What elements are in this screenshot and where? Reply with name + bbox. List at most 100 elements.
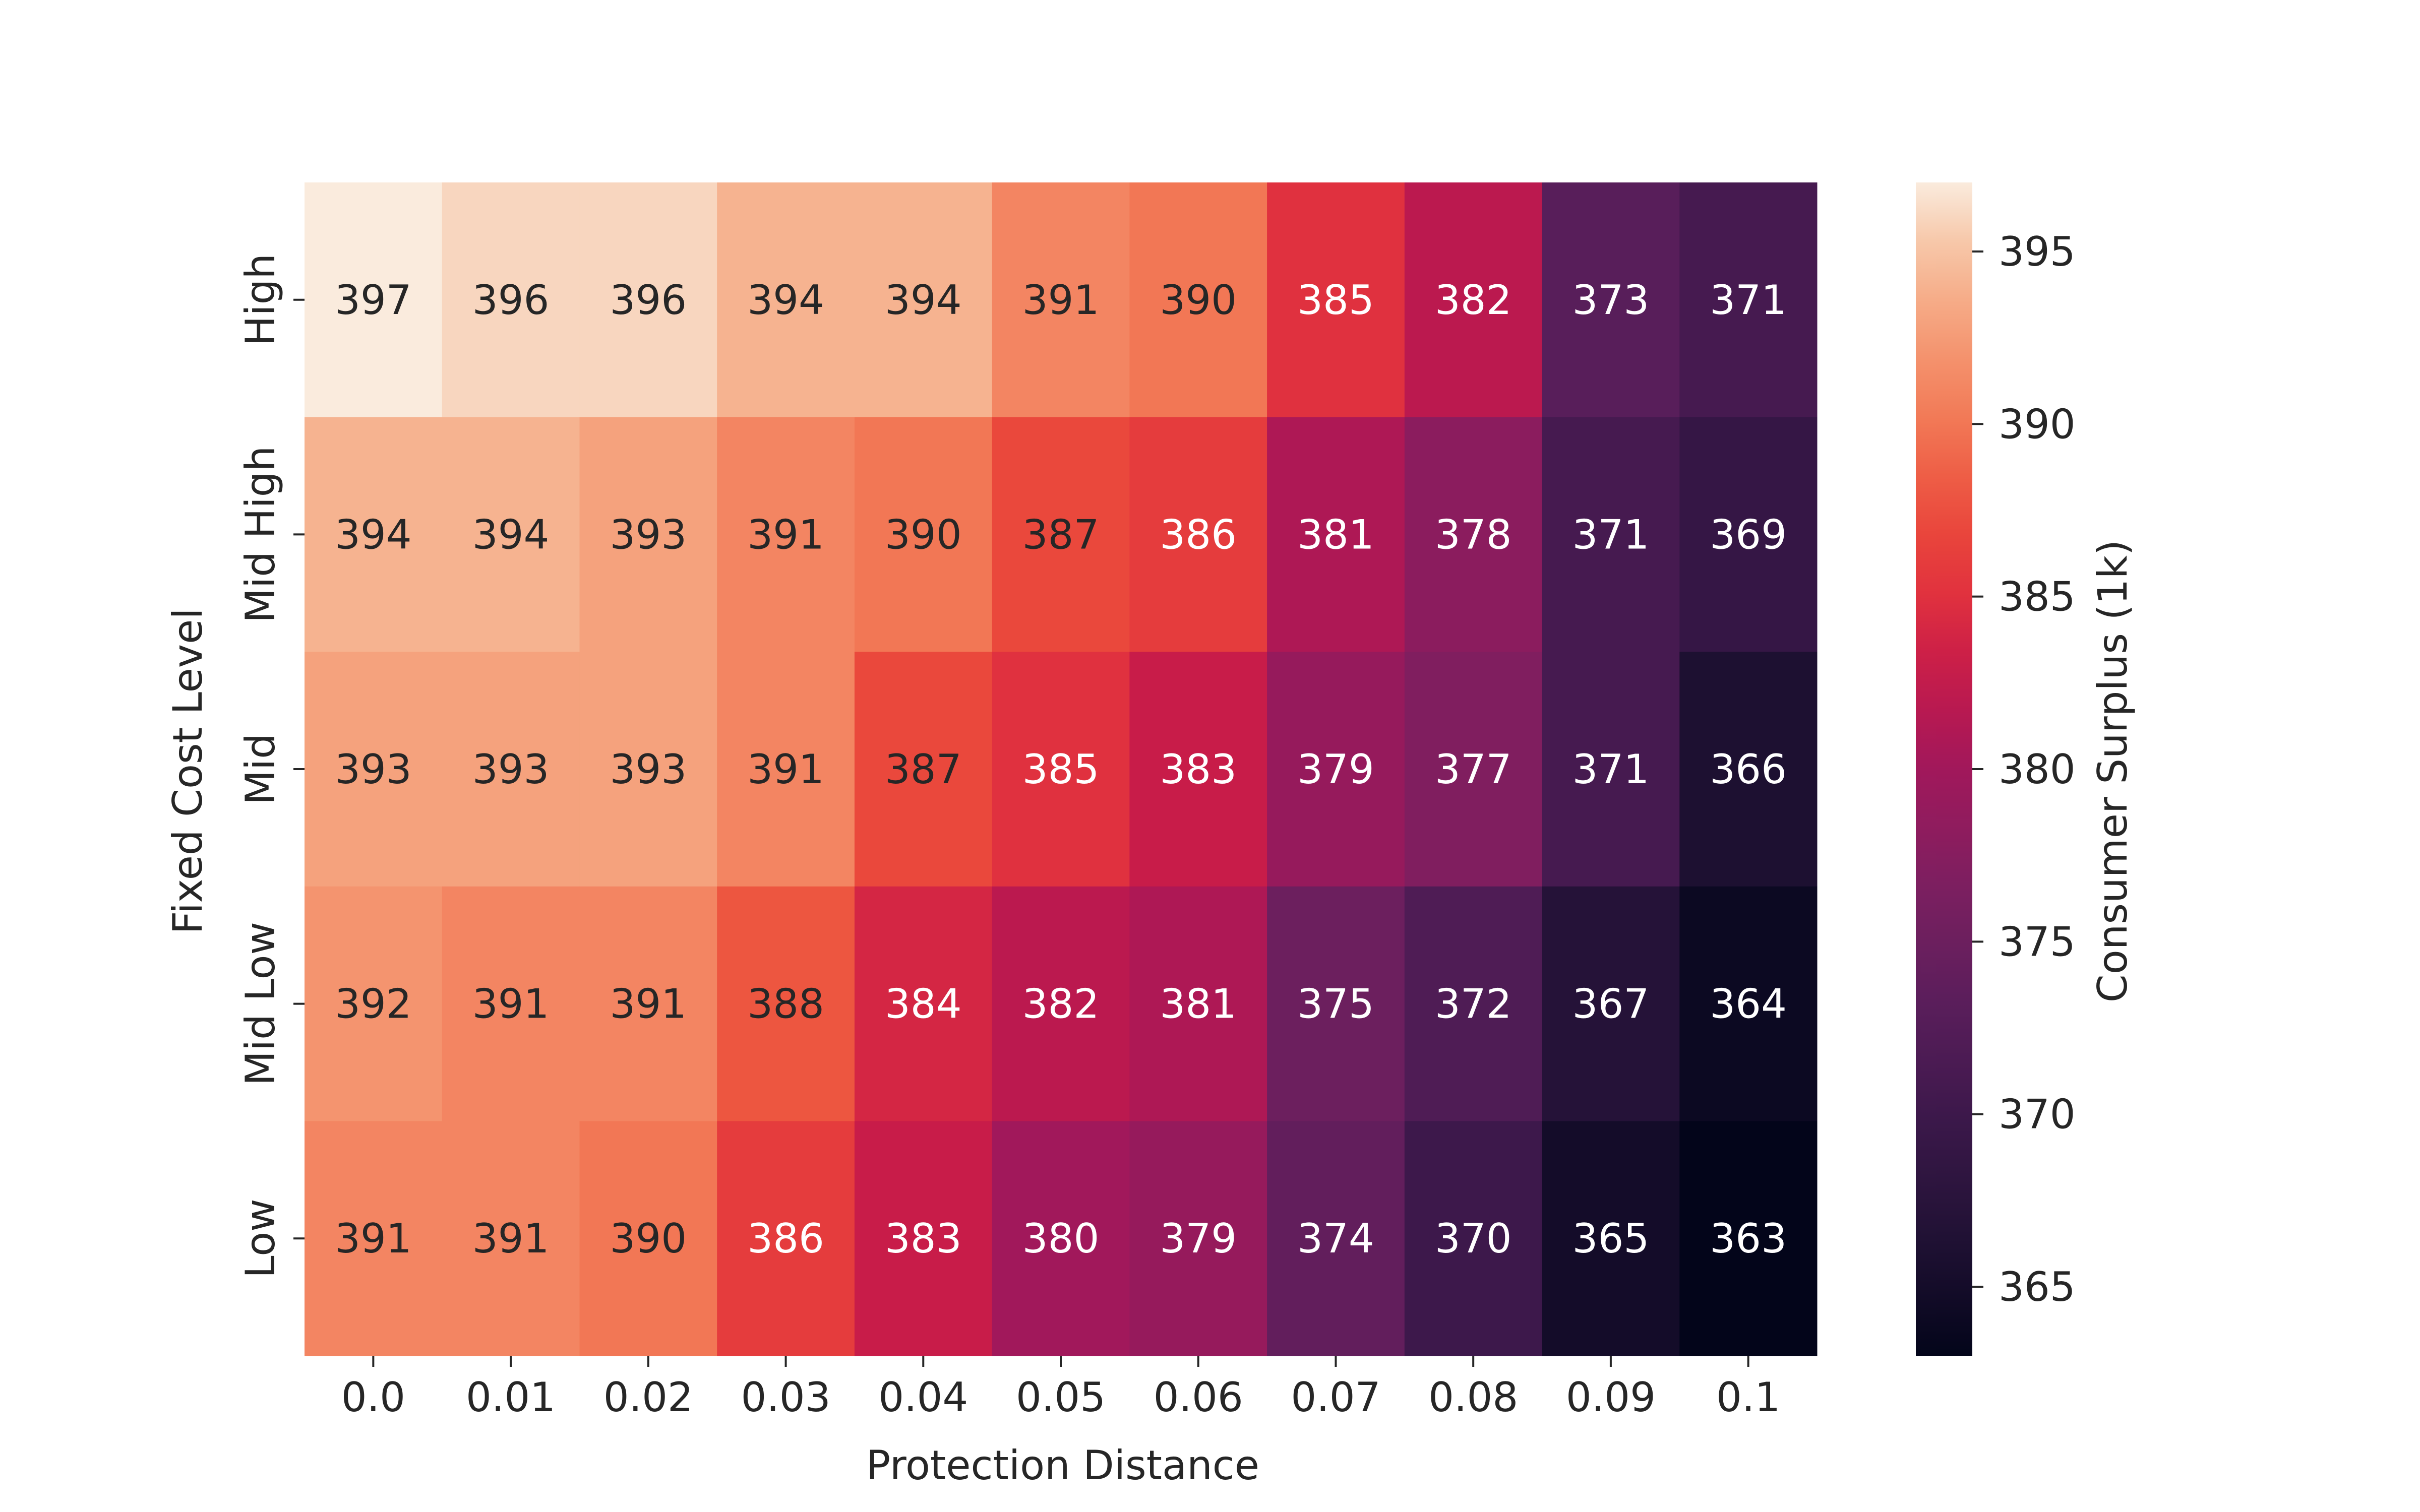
cell-value-label: 393 <box>610 511 687 558</box>
heatmap-cell <box>442 417 580 652</box>
colorbar-tick-label: 395 <box>1999 228 2076 275</box>
cell-value-label: 378 <box>1435 511 1512 558</box>
heatmap-cell <box>305 652 443 887</box>
cell-value-label: 375 <box>1297 981 1374 1028</box>
x-tick-label: 0.02 <box>603 1374 693 1421</box>
heatmap-cell <box>717 1121 855 1356</box>
cell-value-label: 380 <box>1022 1215 1100 1262</box>
x-tick-label: 0.09 <box>1566 1374 1656 1421</box>
y-axis-label: Fixed Cost Level <box>164 608 211 934</box>
heatmap-cell <box>1129 1121 1267 1356</box>
cell-value-label: 365 <box>1572 1215 1650 1262</box>
cell-value-label: 381 <box>1160 981 1237 1028</box>
heatmap-cell <box>579 417 717 652</box>
cell-value-label: 394 <box>885 277 962 324</box>
heatmap-cell <box>579 652 717 887</box>
cell-value-label: 379 <box>1297 746 1374 793</box>
heatmap-cell <box>1404 417 1543 652</box>
cell-value-label: 367 <box>1572 981 1650 1028</box>
x-tick-label: 0.06 <box>1154 1374 1243 1421</box>
y-tick-label: High <box>237 254 284 346</box>
heatmap-cell <box>305 1121 443 1356</box>
heatmap-cell <box>442 1121 580 1356</box>
y-tick-label: Mid <box>237 733 284 805</box>
y-tick-label: Low <box>237 1199 284 1278</box>
heatmap-cell <box>1542 1121 1680 1356</box>
heatmap-cell <box>579 182 717 418</box>
cell-value-label: 394 <box>747 277 824 324</box>
y-axis-ticks: High Mid High Mid Mid Low Low <box>237 254 305 1278</box>
heatmap-cell <box>1542 886 1680 1121</box>
heatmap-cell <box>854 417 993 652</box>
x-tick-label: 0.0 <box>341 1374 405 1421</box>
heatmap-cell <box>1404 886 1543 1121</box>
cell-value-label: 383 <box>1160 746 1237 793</box>
colorbar: 365 370 375 380 385 390 395 <box>1916 182 2076 1356</box>
heatmap-cell <box>1267 182 1405 418</box>
heatmap-cell <box>854 1121 993 1356</box>
cell-value-label: 391 <box>472 981 550 1028</box>
y-tick-label: Mid Low <box>237 922 284 1086</box>
heatmap-cell <box>1679 1121 1818 1356</box>
cell-value-label: 382 <box>1435 277 1512 324</box>
heatmap-cell <box>1679 417 1818 652</box>
cell-value-label: 391 <box>747 511 824 558</box>
cell-value-label: 393 <box>472 746 550 793</box>
cell-value-label: 372 <box>1435 981 1512 1028</box>
heatmap-cell <box>1542 182 1680 418</box>
cell-value-label: 391 <box>747 746 824 793</box>
cell-value-label: 371 <box>1572 746 1650 793</box>
heatmap-cell <box>717 182 855 418</box>
heatmap-cell <box>717 886 855 1121</box>
x-tick-label: 0.05 <box>1016 1374 1106 1421</box>
heatmap-cell <box>1129 417 1267 652</box>
heatmap-cell <box>854 886 993 1121</box>
x-tick-label: 0.01 <box>466 1374 556 1421</box>
cell-value-label: 383 <box>885 1215 962 1262</box>
cell-value-label: 393 <box>335 746 412 793</box>
heatmap-cell <box>442 182 580 418</box>
heatmap-cell <box>442 886 580 1121</box>
heatmap-cell <box>1267 886 1405 1121</box>
colorbar-tick-label: 385 <box>1999 574 2076 620</box>
heatmap-cell <box>442 652 580 887</box>
heatmap-cell <box>992 182 1130 418</box>
cell-value-label: 390 <box>1160 277 1237 324</box>
cell-value-label: 397 <box>335 277 412 324</box>
cell-value-label: 371 <box>1710 277 1787 324</box>
y-tick-label: Mid High <box>237 446 284 623</box>
cell-value-label: 370 <box>1435 1215 1512 1262</box>
cell-value-label: 381 <box>1297 511 1374 558</box>
heatmap-cell <box>1129 886 1267 1121</box>
heatmap-cells: 397 396 396 394 394 391 390 385 382 373 371 394 394 3… <box>305 182 1818 1356</box>
heatmap-cell <box>992 652 1130 887</box>
cell-value-label: 390 <box>885 511 962 558</box>
heatmap-cell <box>1679 652 1818 887</box>
heatmap-cell <box>854 652 993 887</box>
cell-value-label: 366 <box>1710 746 1787 793</box>
heatmap-cell <box>1129 182 1267 418</box>
x-tick-label: 0.07 <box>1291 1374 1380 1421</box>
colorbar-tick-label: 390 <box>1999 401 2076 448</box>
cell-value-label: 369 <box>1710 511 1787 558</box>
cell-value-label: 386 <box>747 1215 824 1262</box>
heatmap-cell <box>1267 652 1405 887</box>
heatmap-cell <box>1267 1121 1405 1356</box>
heatmap-cell <box>579 1121 717 1356</box>
heatmap-cell <box>305 417 443 652</box>
colorbar-tick-label: 380 <box>1999 746 2076 793</box>
heatmap-cell <box>1679 886 1818 1121</box>
heatmap-cell <box>992 1121 1130 1356</box>
heatmap-cell <box>1404 182 1543 418</box>
cell-value-label: 391 <box>472 1215 550 1262</box>
cell-value-label: 391 <box>610 981 687 1028</box>
cell-value-label: 364 <box>1710 981 1787 1028</box>
colorbar-tick-label: 375 <box>1999 918 2076 965</box>
heatmap-cell <box>992 417 1130 652</box>
cell-value-label: 394 <box>335 511 412 558</box>
x-tick-label: 0.03 <box>741 1374 830 1421</box>
colorbar-gradient <box>1916 182 1972 1356</box>
heatmap-cell <box>717 652 855 887</box>
cell-value-label: 387 <box>885 746 962 793</box>
